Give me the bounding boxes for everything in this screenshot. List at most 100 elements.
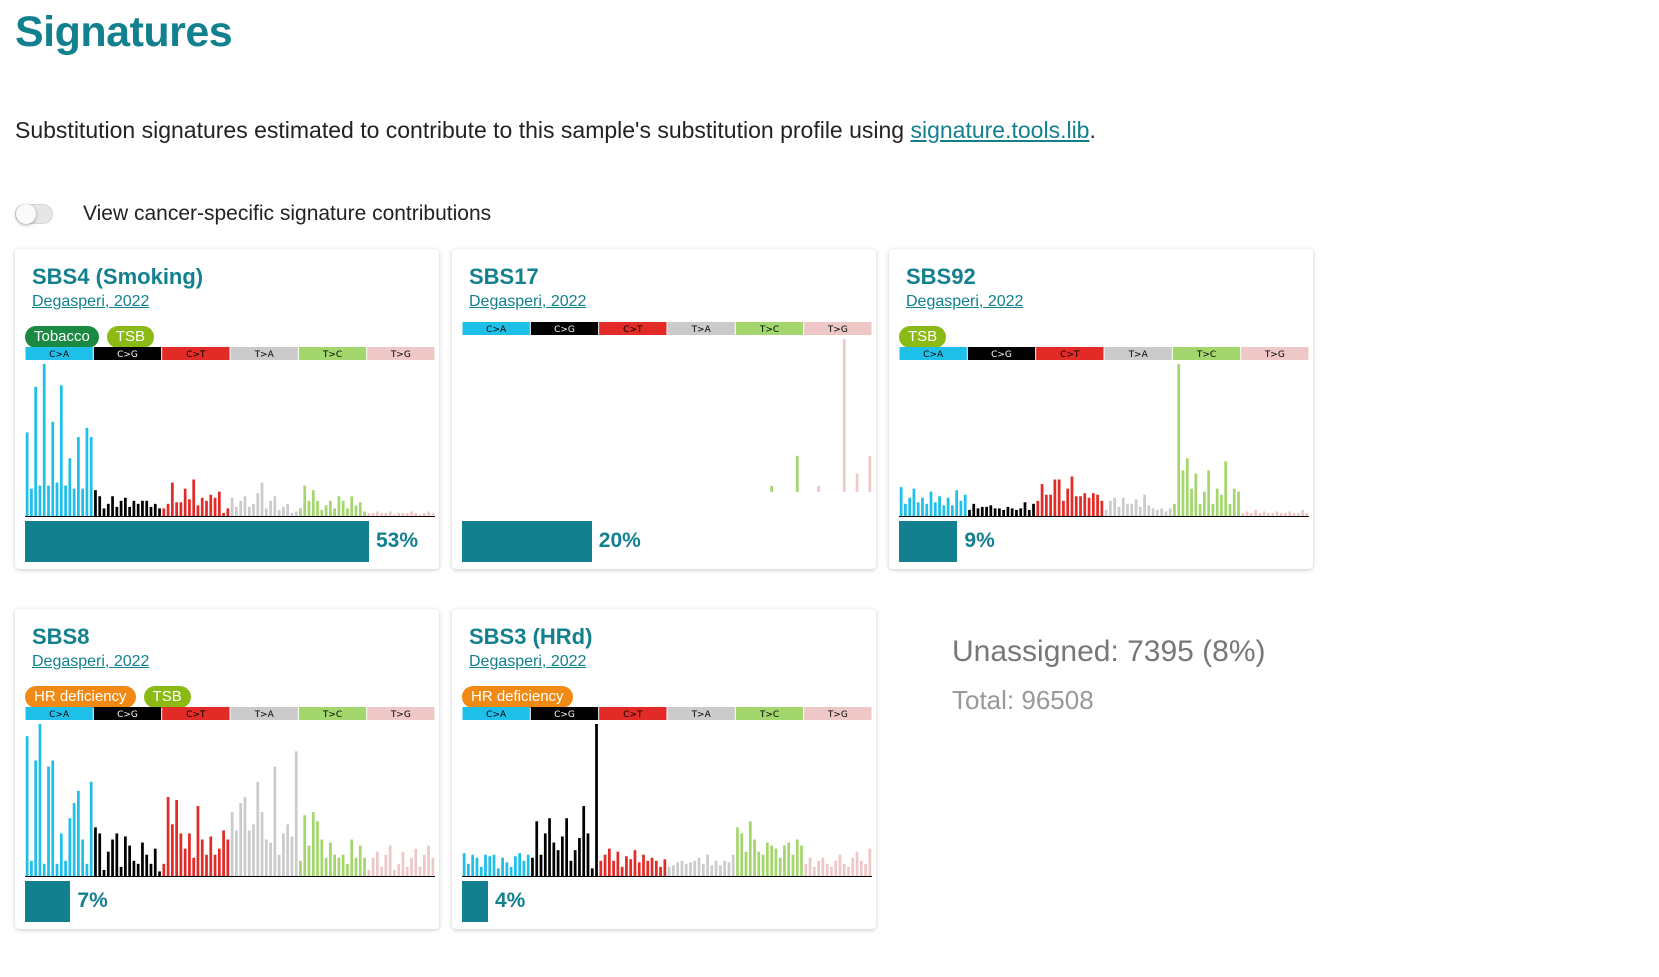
profile-bar bbox=[1019, 508, 1023, 516]
cancer-specific-toggle-row[interactable]: View cancer-specific signature contribut… bbox=[15, 202, 491, 226]
profile-bar bbox=[993, 508, 997, 516]
profile-bar bbox=[192, 479, 196, 516]
profile-bar bbox=[183, 488, 187, 516]
profile-bar bbox=[650, 857, 654, 876]
profile-bar bbox=[864, 863, 867, 876]
signature-reference-link[interactable]: Degasperi, 2022 bbox=[469, 293, 587, 310]
profile-bar bbox=[111, 839, 114, 876]
profile-bar bbox=[526, 854, 530, 876]
profile-bar bbox=[676, 862, 680, 876]
profile-bar bbox=[401, 512, 405, 516]
signature-tags: Tobacco TSB bbox=[25, 326, 155, 348]
mutation-class-label: T>C bbox=[322, 710, 342, 720]
mutation-class-strip bbox=[967, 347, 1036, 360]
profile-bar bbox=[1104, 509, 1108, 516]
profile-bar bbox=[311, 812, 315, 876]
mutation-class-strip bbox=[230, 707, 298, 720]
profile-bar bbox=[333, 508, 336, 516]
mutation-class-strip bbox=[1036, 347, 1104, 360]
profile-bar bbox=[51, 421, 55, 516]
profile-bar bbox=[324, 505, 328, 516]
profile-bar bbox=[166, 796, 170, 876]
profile-bar bbox=[501, 857, 504, 876]
profile-bar bbox=[842, 339, 846, 492]
toggle-knob[interactable] bbox=[16, 204, 36, 224]
cancer-specific-toggle[interactable] bbox=[15, 204, 53, 224]
profile-bar bbox=[34, 760, 38, 876]
profile-bar bbox=[68, 458, 72, 516]
profile-bar bbox=[81, 839, 85, 876]
profile-bar bbox=[94, 827, 97, 876]
mutation-class-strip bbox=[530, 707, 599, 720]
profile-bar bbox=[778, 857, 782, 876]
profile-bar bbox=[1245, 511, 1249, 516]
profile-bar bbox=[239, 500, 243, 516]
mutation-class-label: T>A bbox=[254, 350, 275, 360]
profile-bar bbox=[320, 509, 324, 516]
profile-bar bbox=[942, 505, 946, 516]
profile-bar bbox=[912, 488, 916, 516]
profile-bar bbox=[1023, 502, 1027, 516]
profile-bar bbox=[346, 508, 349, 516]
mutation-class-strip bbox=[367, 347, 435, 360]
profile-bar bbox=[1215, 488, 1219, 516]
mutation-class-strip bbox=[298, 707, 367, 720]
profile-bar bbox=[294, 751, 298, 876]
mutation-class-label: C>G bbox=[554, 325, 575, 335]
profile-bar bbox=[795, 839, 799, 876]
profile-bar bbox=[689, 862, 692, 876]
profile-bar bbox=[663, 859, 667, 876]
mutation-class-label: C>T bbox=[186, 350, 206, 360]
profile-bar bbox=[1220, 494, 1223, 516]
profile-bar bbox=[552, 842, 556, 876]
profile-bar bbox=[855, 851, 859, 876]
profile-bar bbox=[1271, 512, 1275, 516]
profile-bar bbox=[1301, 509, 1304, 516]
profile-bar bbox=[543, 833, 547, 876]
mutation-class-label: C>A bbox=[486, 710, 507, 720]
signature-reference-link[interactable]: Degasperi, 2022 bbox=[906, 293, 1024, 310]
mutation-class-label: C>T bbox=[1060, 350, 1080, 360]
profile-bar bbox=[1156, 509, 1159, 516]
profile-bar bbox=[324, 857, 328, 876]
profile-bar bbox=[625, 856, 628, 876]
signature-reference-link[interactable]: Degasperi, 2022 bbox=[32, 653, 150, 670]
profile-bar bbox=[162, 863, 166, 876]
profile-bar bbox=[921, 497, 924, 516]
profile-bar bbox=[904, 503, 907, 516]
profile-bar bbox=[149, 863, 153, 876]
profile-bar bbox=[414, 848, 418, 876]
profile-bar bbox=[1203, 491, 1206, 516]
profile-bar bbox=[59, 385, 63, 516]
signature-card: SBS17 Degasperi, 2022 C>A C>G C>T T>A T>C T>G 20… bbox=[452, 249, 876, 569]
signature-name: SBS4 (Smoking) bbox=[32, 264, 204, 289]
mutation-class-label: T>G bbox=[390, 710, 411, 720]
profile-bar bbox=[119, 866, 123, 876]
profile-bar bbox=[239, 803, 243, 876]
signature-reference-link[interactable]: Degasperi, 2022 bbox=[32, 293, 150, 310]
profile-bar bbox=[578, 838, 581, 876]
profile-bar bbox=[590, 868, 594, 876]
profile-bar bbox=[77, 790, 80, 876]
profile-bar bbox=[1224, 461, 1228, 516]
profile-bar bbox=[899, 487, 903, 516]
profile-bar bbox=[136, 503, 140, 516]
signature-tools-link[interactable]: signature.tools.lib bbox=[910, 117, 1090, 143]
signature-reference-link[interactable]: Degasperi, 2022 bbox=[469, 653, 587, 670]
profile-bar bbox=[1036, 500, 1040, 516]
profile-bar bbox=[959, 500, 963, 516]
profile-bar bbox=[34, 386, 38, 516]
profile-bar bbox=[230, 497, 234, 516]
signature-tags: HR deficiency bbox=[462, 686, 573, 708]
profile-bar bbox=[290, 512, 294, 516]
mutational-profile-chart: C>A C>G C>T T>A T>C T>G bbox=[25, 347, 435, 517]
profile-bar bbox=[1126, 503, 1129, 516]
profile-bar bbox=[1117, 506, 1121, 516]
profile-bar bbox=[282, 506, 285, 516]
profile-bar bbox=[282, 833, 285, 876]
profile-bar bbox=[968, 509, 971, 516]
profile-bar bbox=[787, 842, 791, 876]
profile-bar bbox=[817, 860, 820, 876]
profile-bar bbox=[183, 848, 187, 876]
profile-bar bbox=[264, 508, 268, 516]
